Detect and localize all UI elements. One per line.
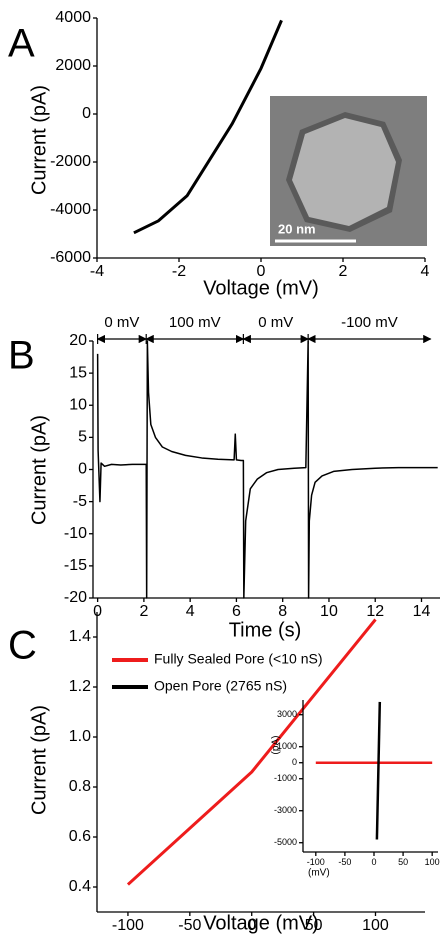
x-tick-label: 0 [257,263,266,280]
x-tick-label: 2 [339,263,348,280]
x-tick-label: -100 [307,857,325,867]
y-tick-label: 1000 [277,741,297,751]
x-tick-label: 100 [362,917,389,934]
legend-label: Fully Sealed Pore (<10 nS) [154,651,322,667]
x-axis-title: Voltage (mV) [203,277,319,299]
x-tick-label: 100 [425,857,440,867]
x-tick-label: 4 [186,603,195,620]
data-line [133,19,283,235]
y-axis-title: Current (pA) [28,415,50,525]
annotation-label: 100 mV [169,314,221,331]
x-tick-label: -2 [172,263,186,280]
annotation-label: -100 mV [341,314,398,331]
panel-label: C [8,624,37,668]
annotation-label: 0 mV [104,314,139,331]
x-tick-label: 8 [278,603,287,620]
data-line [126,618,377,886]
data-line [375,701,382,840]
y-tick-label: -6000 [50,249,91,266]
x-tick-label: 50 [398,857,408,867]
panel-label: A [8,22,35,66]
legend-label: Open Pore (2765 nS) [154,678,287,694]
panel-label: B [8,334,35,378]
y-tick-label: 15 [69,364,87,381]
y-tick-label: 1.2 [69,678,91,695]
x-axis-title: Time (s) [229,619,302,641]
x-tick-label: 14 [413,603,431,620]
pore [292,118,396,226]
y-tick-label: 2000 [55,57,91,74]
y-tick-label: -20 [64,589,87,606]
scale-bar-label: 20 nm [278,221,316,236]
x-tick-label: 0 [93,603,102,620]
data-line [96,340,438,599]
x-tick-label: -100 [112,917,144,934]
x-tick-label: -4 [90,263,104,280]
y-tick-label: -5 [73,493,87,510]
y-axis-title: (pA) [271,736,282,755]
y-tick-label: 0.4 [69,878,91,895]
x-axis-title: Voltage (mV) [203,912,319,934]
y-tick-label: -5000 [274,837,297,847]
y-tick-label: -15 [64,557,87,574]
y-tick-label: 3000 [277,709,297,719]
y-tick-label: -4000 [50,201,91,218]
x-tick-label: -50 [338,857,351,867]
y-axis-title: Current (pA) [28,85,50,195]
y-tick-label: 0 [292,757,297,767]
x-axis-title: (mV) [308,868,330,879]
annotation-label: 0 mV [258,314,293,331]
x-tick-label: 4 [421,263,430,280]
y-tick-label: -1000 [274,773,297,783]
x-tick-label: -50 [178,917,201,934]
y-tick-label: 4000 [55,9,91,26]
x-tick-label: 0 [247,917,256,934]
x-tick-label: 10 [320,603,338,620]
x-tick-label: 2 [139,603,148,620]
x-tick-label: 6 [232,603,241,620]
y-tick-label: 1.4 [69,628,91,645]
y-tick-label: 20 [69,332,87,349]
x-tick-label: 12 [366,603,384,620]
y-tick-label: 0.8 [69,778,91,795]
y-tick-label: 0 [78,461,87,478]
y-tick-label: 0.6 [69,828,91,845]
y-tick-label: 10 [69,396,87,413]
y-tick-label: -2000 [50,153,91,170]
y-tick-label: 0 [82,105,91,122]
y-axis-title: Current (pA) [28,705,50,815]
y-tick-label: -10 [64,525,87,542]
y-tick-label: 1.0 [69,728,91,745]
x-tick-label: 50 [305,917,323,934]
y-tick-label: 5 [78,429,87,446]
tem-image: 20 nm [270,96,427,246]
y-tick-label: -3000 [274,805,297,815]
x-tick-label: 0 [371,857,376,867]
